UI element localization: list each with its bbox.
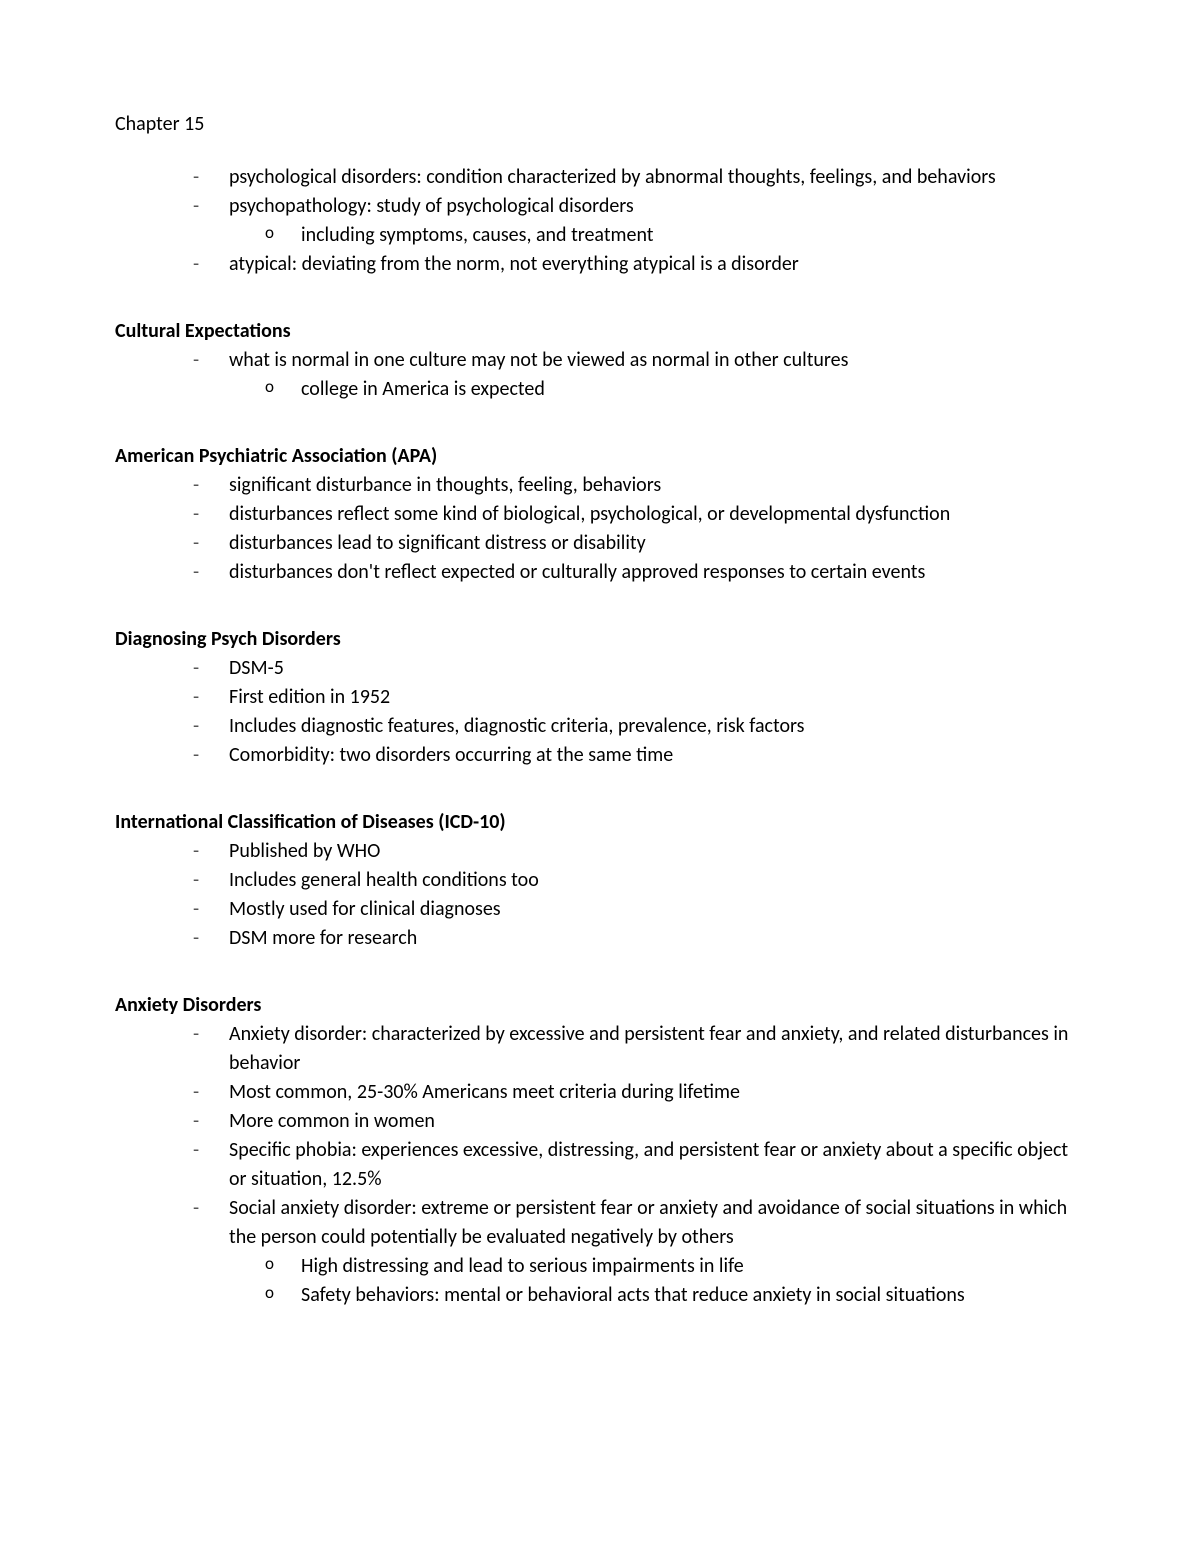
list-item: -atypical: deviating from the norm, not … [115, 250, 1085, 279]
dash-bullet-icon: - [193, 471, 229, 500]
dash-bullet-icon: - [193, 529, 229, 558]
list-item: -disturbances don't reflect expected or … [115, 558, 1085, 587]
list-item-text: Includes general health conditions too [229, 866, 1085, 895]
list-item-text: Anxiety disorder: characterized by exces… [229, 1020, 1085, 1078]
list-item: -Social anxiety disorder: extreme or per… [115, 1194, 1085, 1252]
list-subitem-text: Safety behaviors: mental or behavioral a… [301, 1281, 1085, 1310]
list-item-text: disturbances reflect some kind of biolog… [229, 500, 1085, 529]
dash-bullet-icon: - [193, 558, 229, 587]
circle-bullet-icon: o [265, 1281, 301, 1310]
dash-bullet-icon: - [193, 837, 229, 866]
list-item-text: Comorbidity: two disorders occurring at … [229, 741, 1085, 770]
dash-bullet-icon: - [193, 683, 229, 712]
list-item: -DSM-5 [115, 654, 1085, 683]
dash-bullet-icon: - [193, 192, 229, 221]
dash-bullet-icon: - [193, 1194, 229, 1252]
circle-bullet-icon: o [265, 1252, 301, 1281]
list-subitem-text: college in America is expected [301, 375, 1085, 404]
list-item: -Published by WHO [115, 837, 1085, 866]
list-subitem: oSafety behaviors: mental or behavioral … [115, 1281, 1085, 1310]
dash-bullet-icon: - [193, 1020, 229, 1078]
list-item-text: disturbances lead to significant distres… [229, 529, 1085, 558]
list-item: -psychological disorders: condition char… [115, 163, 1085, 192]
list-item-text: Social anxiety disorder: extreme or pers… [229, 1194, 1085, 1252]
dash-bullet-icon: - [193, 924, 229, 953]
list-item-text: what is normal in one culture may not be… [229, 346, 1085, 375]
section-heading: Cultural Expectations [115, 317, 1085, 346]
list-subitem: oincluding symptoms, causes, and treatme… [115, 221, 1085, 250]
list-item-text: Specific phobia: experiences excessive, … [229, 1136, 1085, 1194]
list-item-text: First edition in 1952 [229, 683, 1085, 712]
list-item: -what is normal in one culture may not b… [115, 346, 1085, 375]
list-item: -disturbances lead to significant distre… [115, 529, 1085, 558]
list-item-text: disturbances don't reflect expected or c… [229, 558, 1085, 587]
dash-bullet-icon: - [193, 250, 229, 279]
list-item-text: Includes diagnostic features, diagnostic… [229, 712, 1085, 741]
list-item: -DSM more for research [115, 924, 1085, 953]
dash-bullet-icon: - [193, 654, 229, 683]
circle-bullet-icon: o [265, 221, 301, 250]
sections-container: Cultural Expectations-what is normal in … [115, 279, 1085, 1310]
list-item-text: Mostly used for clinical diagnoses [229, 895, 1085, 924]
list-item: -disturbances reflect some kind of biolo… [115, 500, 1085, 529]
list-item: -Comorbidity: two disorders occurring at… [115, 741, 1085, 770]
list-item-text: psychopathology: study of psychological … [229, 192, 1085, 221]
dash-bullet-icon: - [193, 163, 229, 192]
dash-bullet-icon: - [193, 741, 229, 770]
list-item: -First edition in 1952 [115, 683, 1085, 712]
circle-bullet-icon: o [265, 375, 301, 404]
intro-block: -psychological disorders: condition char… [115, 163, 1085, 279]
list-item: -Includes diagnostic features, diagnosti… [115, 712, 1085, 741]
dash-bullet-icon: - [193, 1136, 229, 1194]
list-item-text: psychological disorders: condition chara… [229, 163, 1085, 192]
list-subitem-text: including symptoms, causes, and treatmen… [301, 221, 1085, 250]
dash-bullet-icon: - [193, 1078, 229, 1107]
section-heading: Diagnosing Psych Disorders [115, 625, 1085, 654]
list-item: -psychopathology: study of psychological… [115, 192, 1085, 221]
list-item-text: significant disturbance in thoughts, fee… [229, 471, 1085, 500]
list-item-text: More common in women [229, 1107, 1085, 1136]
list-item-text: atypical: deviating from the norm, not e… [229, 250, 1085, 279]
section-heading: Anxiety Disorders [115, 991, 1085, 1020]
list-subitem: oHigh distressing and lead to serious im… [115, 1252, 1085, 1281]
list-item-text: Most common, 25-30% Americans meet crite… [229, 1078, 1085, 1107]
list-item: -Mostly used for clinical diagnoses [115, 895, 1085, 924]
section-heading: American Psychiatric Association (APA) [115, 442, 1085, 471]
list-item: -significant disturbance in thoughts, fe… [115, 471, 1085, 500]
dash-bullet-icon: - [193, 895, 229, 924]
dash-bullet-icon: - [193, 1107, 229, 1136]
list-subitem: ocollege in America is expected [115, 375, 1085, 404]
list-item: -Includes general health conditions too [115, 866, 1085, 895]
list-item: -Anxiety disorder: characterized by exce… [115, 1020, 1085, 1078]
list-item-text: DSM more for research [229, 924, 1085, 953]
dash-bullet-icon: - [193, 866, 229, 895]
list-item: -Specific phobia: experiences excessive,… [115, 1136, 1085, 1194]
list-item: -Most common, 25-30% Americans meet crit… [115, 1078, 1085, 1107]
list-item-text: Published by WHO [229, 837, 1085, 866]
section-heading: International Classification of Diseases… [115, 808, 1085, 837]
chapter-title: Chapter 15 [115, 110, 1085, 139]
list-item-text: DSM-5 [229, 654, 1085, 683]
dash-bullet-icon: - [193, 500, 229, 529]
list-item: -More common in women [115, 1107, 1085, 1136]
dash-bullet-icon: - [193, 712, 229, 741]
list-subitem-text: High distressing and lead to serious imp… [301, 1252, 1085, 1281]
dash-bullet-icon: - [193, 346, 229, 375]
